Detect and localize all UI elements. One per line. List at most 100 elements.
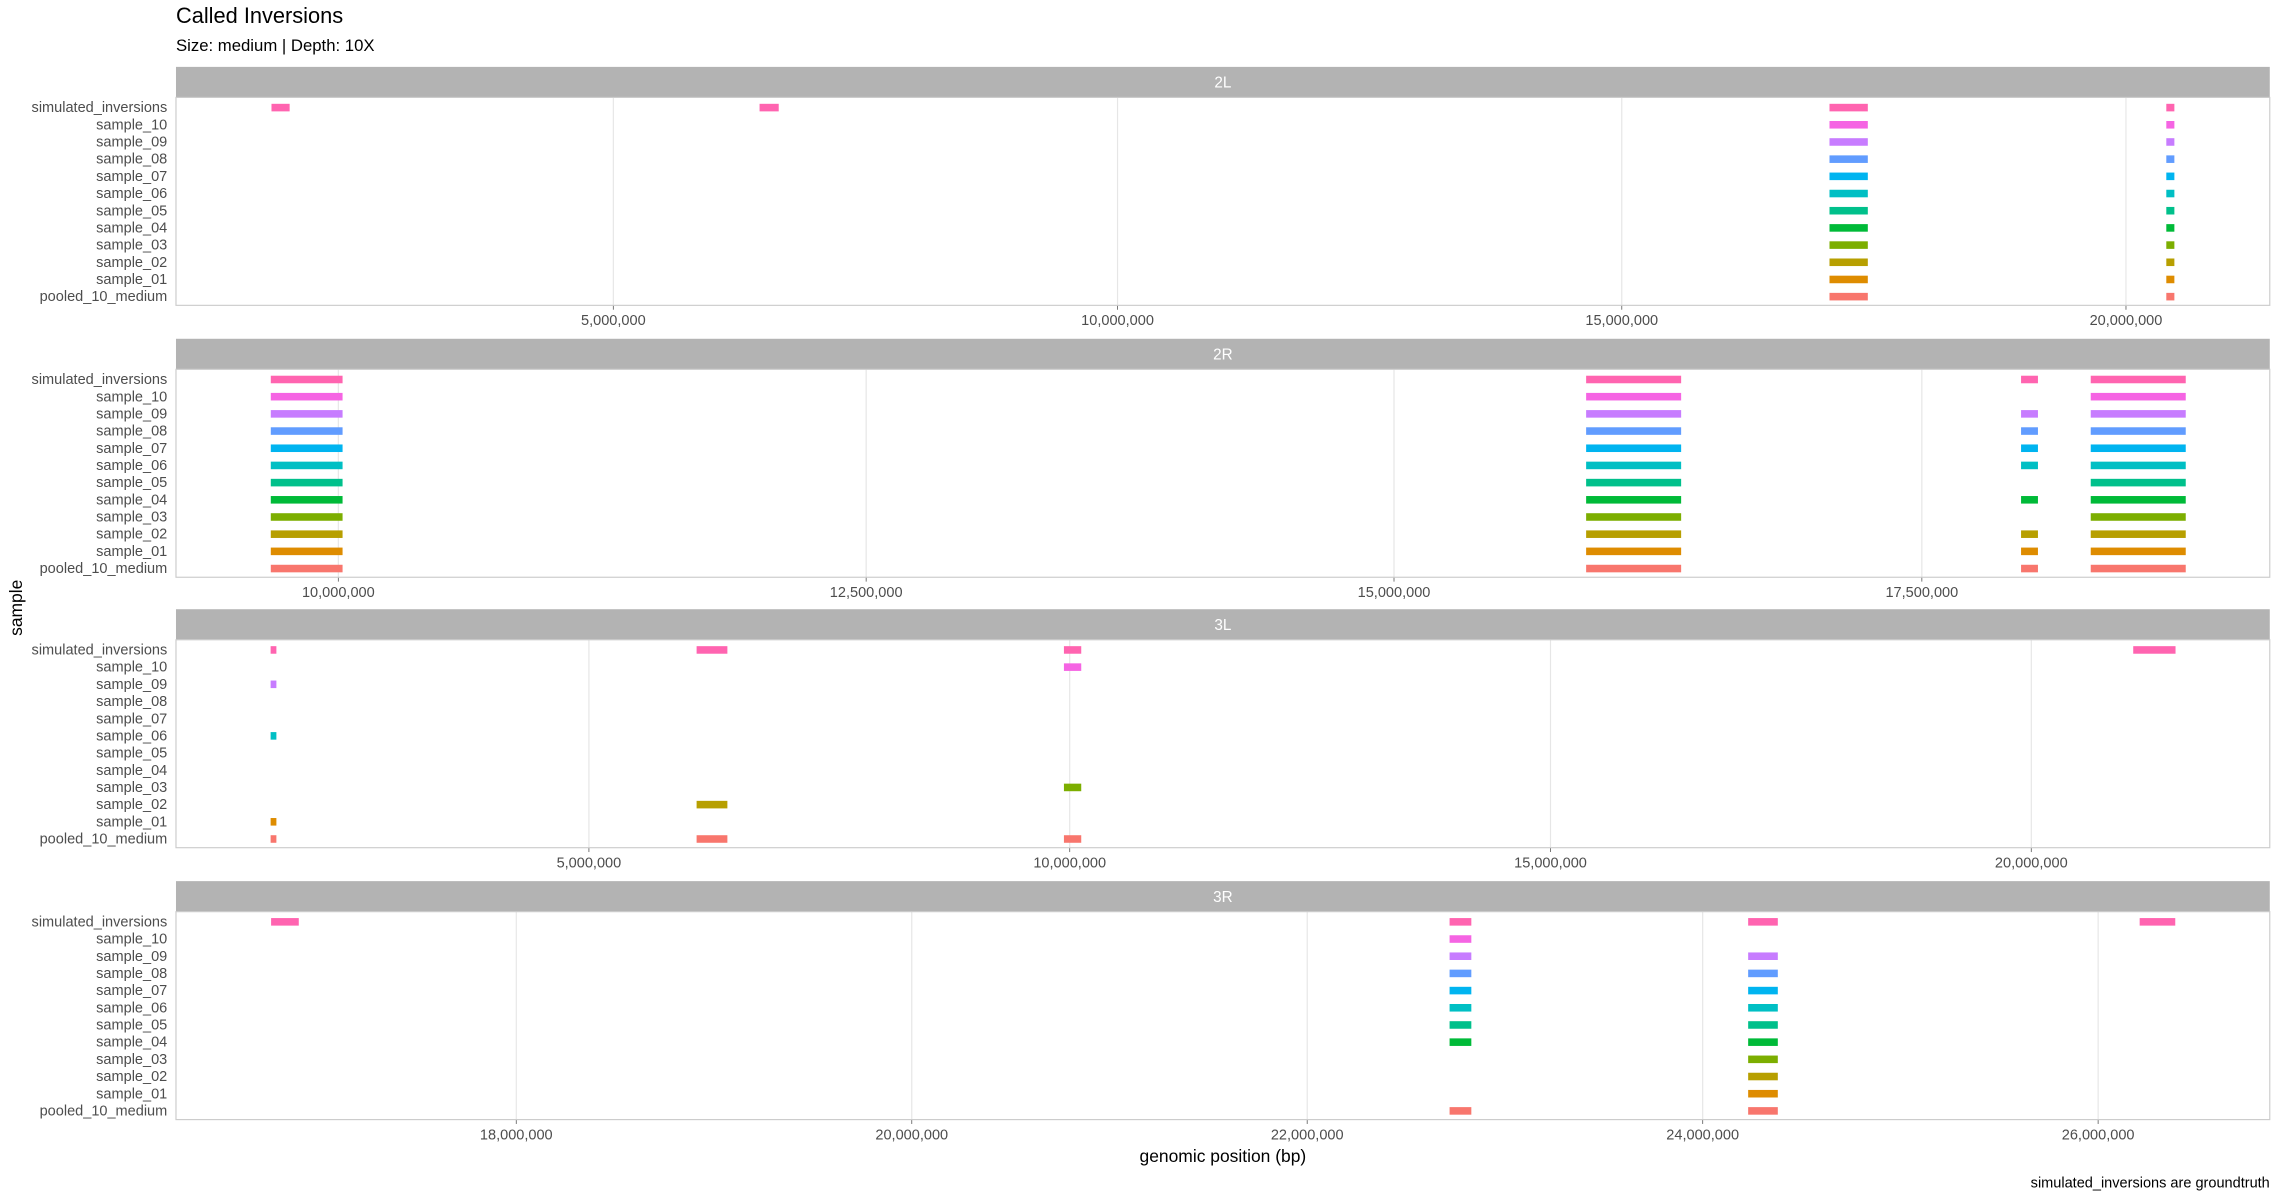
y-tick-label: sample_06 (96, 458, 167, 474)
x-tick-label: 20,000,000 (2090, 313, 2163, 329)
x-tick-label: 17,500,000 (1885, 585, 1958, 601)
x-tick-label: 10,000,000 (302, 585, 375, 601)
strip-label: 3R (1213, 889, 1233, 906)
strip-label: 2L (1214, 75, 1231, 92)
strip-label: 3L (1214, 617, 1231, 634)
range-bar (1748, 952, 1778, 960)
range-bar (270, 496, 343, 504)
y-tick-label: simulated_inversions (32, 372, 168, 388)
strip-label: 2R (1213, 347, 1233, 364)
range-bar (1586, 530, 1682, 538)
range-bar (2166, 172, 2175, 181)
range-bar (2166, 103, 2175, 112)
range-bar (1449, 1003, 1472, 1012)
range-bar (2021, 461, 2038, 470)
range-bar (2090, 478, 2186, 487)
range-bar (2090, 461, 2186, 470)
panel-border (175, 639, 2271, 849)
y-tick-label: sample_05 (96, 1018, 167, 1034)
panel-border (175, 911, 2271, 1121)
y-tick-label: sample_09 (96, 949, 167, 965)
y-tick-label: sample_03 (96, 780, 167, 796)
panel-background (175, 97, 2270, 306)
y-tick-label: sample_08 (96, 694, 167, 710)
range-bar (1748, 1038, 1778, 1046)
range-bar (1829, 138, 1868, 146)
range-bar (1829, 224, 1868, 232)
range-bar (2133, 646, 2176, 654)
y-tick-label: simulated_inversions (32, 643, 168, 659)
range-bar (270, 392, 343, 401)
range-bar (1586, 392, 1682, 401)
range-bar (1748, 918, 1778, 926)
range-bar (2090, 427, 2186, 435)
range-bar (1829, 258, 1868, 267)
range-bar (1829, 275, 1868, 284)
range-bar (2166, 258, 2175, 267)
strip (175, 338, 2270, 370)
y-tick-label: sample_05 (96, 203, 167, 219)
x-tick-label: 5,000,000 (557, 856, 622, 872)
range-bar (1449, 935, 1472, 943)
x-tick-label: 10,000,000 (1081, 313, 1154, 329)
range-bar (1586, 427, 1682, 435)
range-bar (1449, 986, 1472, 995)
range-bar (1063, 783, 1082, 792)
panel-background (175, 369, 2270, 578)
range-bar (270, 444, 343, 453)
range-bar (270, 461, 343, 470)
range-bar (1063, 835, 1082, 843)
range-bar (696, 835, 728, 843)
chart-title: Called Inversions (176, 3, 343, 28)
y-tick-label: sample_08 (96, 152, 167, 168)
range-bar (2166, 292, 2175, 301)
range-bar (270, 818, 277, 826)
y-tick-label: pooled_10_medium (40, 289, 168, 305)
y-tick-label: sample_02 (96, 797, 167, 813)
range-bar (270, 646, 277, 654)
x-tick-label: 20,000,000 (875, 1127, 948, 1143)
y-tick-label: sample_01 (96, 544, 167, 560)
y-tick-label: sample_10 (96, 660, 167, 676)
range-bar (1829, 189, 1868, 198)
range-bar (2090, 547, 2186, 556)
y-tick-label: sample_08 (96, 966, 167, 982)
y-tick-label: sample_03 (96, 238, 167, 254)
range-bar (1829, 172, 1868, 181)
y-tick-label: sample_06 (96, 728, 167, 744)
range-bar (2021, 375, 2038, 384)
x-axis-label: genomic position (bp) (1140, 1146, 1307, 1166)
range-bar (271, 103, 290, 112)
y-tick-label: sample_10 (96, 389, 167, 405)
chart-subtitle: Size: medium | Depth: 10X (176, 36, 375, 55)
y-tick-label: sample_09 (96, 677, 167, 693)
y-tick-label: sample_06 (96, 186, 167, 202)
y-tick-label: pooled_10_medium (40, 832, 168, 848)
x-tick-label: 18,000,000 (480, 1127, 553, 1143)
y-tick-label: sample_04 (96, 492, 167, 508)
panel-border (175, 96, 2271, 306)
range-bar (2021, 410, 2038, 418)
range-bar (1748, 1003, 1778, 1012)
range-bar (2090, 530, 2186, 538)
range-bar (1586, 564, 1682, 573)
range-bar (1748, 1107, 1778, 1115)
range-bar (270, 478, 343, 487)
panel-background (175, 911, 2270, 1120)
strip (175, 881, 2270, 912)
range-bar (270, 732, 277, 740)
range-bar (1829, 103, 1868, 112)
y-tick-label: sample_01 (96, 814, 167, 830)
range-bar (1586, 513, 1682, 521)
y-tick-label: sample_09 (96, 406, 167, 422)
range-bar (2090, 564, 2186, 573)
range-bar (1748, 969, 1778, 978)
panel-border (175, 368, 2271, 578)
x-tick-label: 10,000,000 (1033, 856, 1106, 872)
y-tick-label: sample_07 (96, 983, 167, 999)
range-bar (1586, 461, 1682, 470)
range-bar (2166, 241, 2175, 249)
range-bar (1586, 410, 1682, 418)
strip (175, 609, 2270, 640)
y-tick-label: sample_07 (96, 711, 167, 727)
